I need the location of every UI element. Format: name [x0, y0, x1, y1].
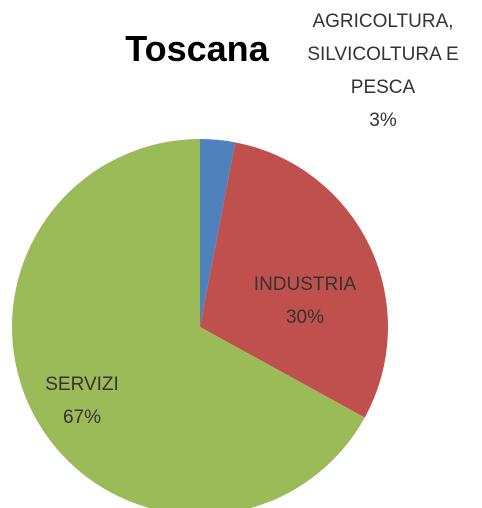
- slice-label: AGRICOLTURA, SILVICOLTURA E PESCA: [307, 11, 459, 98]
- slice-label: INDUSTRIA: [253, 274, 357, 295]
- pie-slice: [200, 142, 388, 418]
- slice-value-label: 30%: [285, 307, 325, 328]
- chart-title: Toscana: [125, 28, 269, 69]
- slice-value-label: 3%: [369, 110, 397, 131]
- pie-slice: [200, 139, 236, 327]
- slice-value-label: 67%: [62, 407, 102, 428]
- pie-slice: [12, 139, 365, 508]
- slice-label: SERVIZI: [45, 374, 119, 395]
